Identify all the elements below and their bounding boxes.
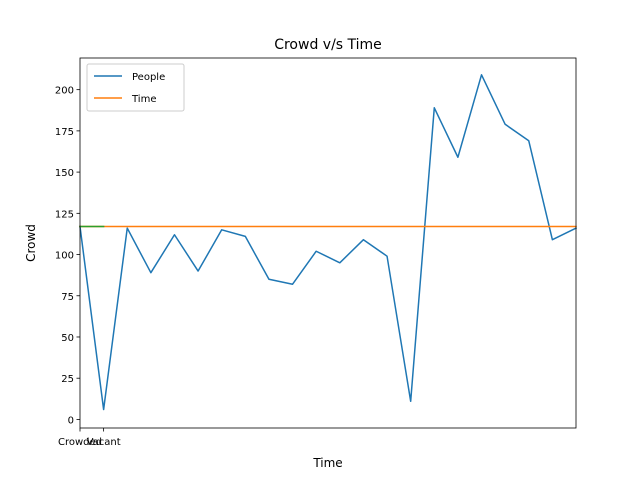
legend: People Time bbox=[86, 63, 185, 112]
chart-title: Crowd v/s Time bbox=[274, 37, 382, 53]
y-tick-label: 75 bbox=[61, 292, 74, 303]
legend-label-people: People bbox=[132, 72, 165, 83]
y-axis-label: Crowd bbox=[24, 224, 38, 262]
y-tick-label: 125 bbox=[55, 209, 74, 220]
y-tick-label: 100 bbox=[55, 251, 74, 262]
legend-label-time: Time bbox=[131, 94, 156, 105]
series-line-people bbox=[79, 74, 578, 411]
y-tick-label: 0 bbox=[68, 415, 74, 426]
y-tick-label: 175 bbox=[55, 127, 74, 138]
y-tick-label: 50 bbox=[61, 333, 74, 344]
y-tick-label: 200 bbox=[55, 86, 74, 97]
y-tick-label: 25 bbox=[61, 374, 74, 385]
x-tick-label: Crowded bbox=[58, 437, 102, 448]
x-axis-label: Time bbox=[312, 456, 342, 470]
plot-lines bbox=[79, 74, 578, 411]
plot-frame bbox=[79, 57, 577, 429]
x-tick-label: Vacant bbox=[87, 437, 121, 448]
y-axis: 0 25 50 75 100 125 150 175 200 bbox=[55, 86, 80, 426]
y-tick-label: 150 bbox=[55, 168, 74, 179]
